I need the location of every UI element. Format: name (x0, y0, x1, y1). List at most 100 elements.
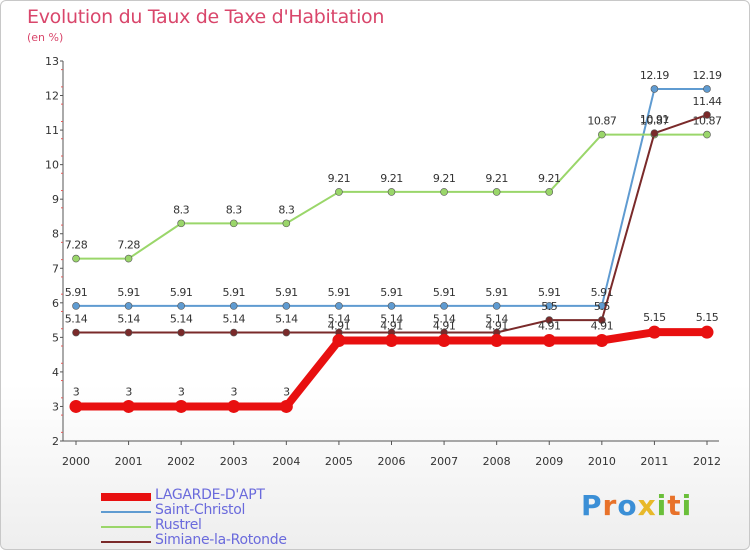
data-label: 5.91 (117, 286, 140, 299)
data-label: 11.44 (693, 95, 722, 108)
data-label: 4.91 (433, 319, 456, 332)
data-label: 9.21 (538, 172, 561, 185)
x-tick-label: 2004 (272, 455, 300, 468)
data-label: 10.87 (587, 115, 616, 128)
legend-swatch (101, 541, 151, 543)
data-point (124, 254, 133, 263)
legend-label: Saint-Christol (155, 502, 246, 518)
y-tick-label: 8 (52, 228, 59, 241)
data-label: 12.19 (693, 69, 722, 82)
logo-letter: i (681, 489, 693, 522)
data-point (598, 130, 606, 139)
data-label: 5.14 (328, 313, 351, 326)
x-tick-label: 2011 (640, 455, 668, 468)
data-label: 3 (178, 385, 185, 398)
x-tick-label: 2010 (588, 455, 616, 468)
data-label: 5.14 (485, 313, 508, 326)
data-label: 10.91 (640, 113, 669, 126)
x-tick-label: 2007 (430, 455, 458, 468)
data-point (440, 188, 448, 196)
y-tick-label: 6 (52, 297, 59, 310)
logo-letter: t (667, 489, 682, 522)
data-label: 5.14 (223, 313, 246, 326)
data-label: 3 (283, 385, 290, 398)
data-label: 5.5 (541, 300, 557, 313)
logo-letter: o (617, 489, 638, 522)
data-point (72, 328, 80, 337)
y-tick-label: 3 (52, 400, 59, 413)
data-point (385, 333, 398, 347)
data-label: 7.28 (65, 239, 88, 252)
data-point (177, 328, 185, 337)
data-label: 4.91 (380, 319, 403, 332)
data-point (700, 325, 714, 339)
data-point (177, 302, 185, 310)
x-tick-label: 2000 (62, 455, 90, 468)
data-label: 9.21 (433, 172, 456, 185)
x-tick-label: 2009 (535, 455, 563, 468)
data-label: 5.91 (65, 286, 88, 299)
data-point (174, 399, 188, 413)
y-tick-label: 7 (52, 262, 59, 275)
data-point (387, 302, 396, 310)
y-tick-label: 5 (52, 331, 59, 344)
data-label: 5.14 (380, 313, 403, 326)
data-point (545, 316, 554, 324)
data-label: 5.15 (643, 311, 666, 324)
data-label: 5.91 (328, 286, 351, 299)
data-point (650, 85, 659, 93)
data-point (124, 328, 133, 337)
data-point (490, 333, 504, 347)
y-tick-label: 2 (52, 435, 59, 448)
data-label: 5.91 (485, 286, 508, 299)
x-tick-label: 2012 (693, 455, 721, 468)
data-point (72, 302, 80, 310)
data-label: 7.28 (117, 239, 140, 252)
y-tick-label: 12 (45, 90, 59, 103)
data-point (492, 188, 501, 196)
data-point (492, 302, 501, 310)
y-tick-label: 11 (45, 124, 59, 137)
data-point (650, 129, 659, 137)
x-tick-label: 2005 (325, 455, 353, 468)
data-point (229, 302, 238, 310)
legend-label: Rustrel (155, 517, 202, 533)
chart-unit: (en %) (27, 31, 64, 44)
data-label: 5.14 (433, 313, 456, 326)
data-label: 5.91 (538, 286, 561, 299)
data-label: 4.91 (591, 319, 614, 332)
data-point (279, 399, 293, 413)
x-tick-label: 2006 (378, 455, 406, 468)
legend-swatch (101, 493, 151, 501)
x-tick-label: 2002 (167, 455, 195, 468)
logo-letter: P (581, 489, 603, 522)
data-label: 3 (73, 385, 80, 398)
y-tick-label: 4 (52, 366, 59, 379)
data-point (703, 85, 711, 93)
data-point (72, 254, 80, 263)
data-point (335, 302, 343, 310)
data-point (229, 328, 238, 337)
data-label: 5.91 (170, 286, 193, 299)
x-tick-label: 2008 (483, 455, 511, 468)
logo-letter: i (656, 489, 668, 522)
data-point (282, 328, 291, 337)
data-point (598, 316, 606, 324)
data-label: 9.21 (485, 172, 508, 185)
data-point (122, 399, 136, 413)
data-point (177, 219, 185, 228)
data-label: 4.91 (328, 319, 351, 332)
data-point (595, 333, 609, 347)
data-label: 8.3 (226, 203, 242, 216)
data-label: 9.21 (328, 172, 351, 185)
data-point (124, 302, 133, 310)
data-label: 5.14 (275, 313, 298, 326)
data-label: 5.91 (433, 286, 456, 299)
data-point (332, 333, 346, 347)
data-point (227, 399, 241, 413)
data-label: 9.21 (380, 172, 403, 185)
series-line (75, 133, 708, 260)
data-label: 5.91 (275, 286, 298, 299)
